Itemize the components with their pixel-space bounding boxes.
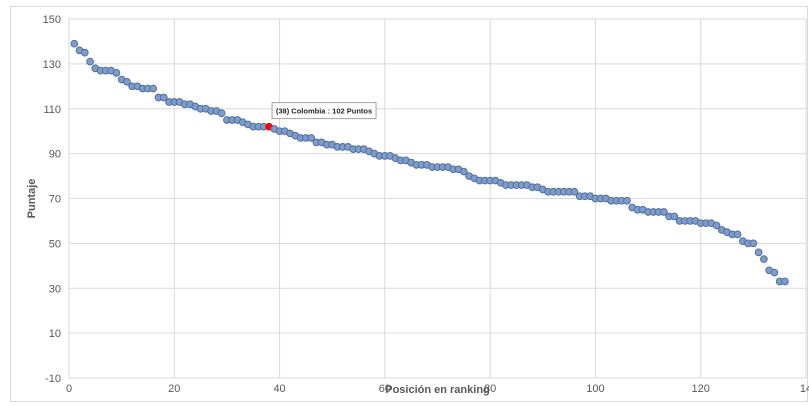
data-point: [80, 48, 89, 57]
data-point: [733, 230, 742, 239]
annotation: (38) Colombia : 102 Puntos: [271, 102, 377, 120]
y-tick-label: -10: [45, 373, 61, 385]
annotation-box: [271, 102, 377, 120]
x-tick-label: 100: [586, 383, 604, 395]
data-point: [749, 239, 758, 248]
y-tick-label: 90: [49, 149, 61, 161]
x-tick-label: 14: [800, 383, 809, 395]
x-tick-label: 80: [484, 383, 496, 395]
y-axis-title: Puntaje: [26, 179, 38, 219]
data-point: [86, 57, 94, 66]
data-points: [70, 39, 789, 286]
x-tick-label: 120: [692, 383, 710, 395]
x-tick-label: 60: [379, 383, 391, 395]
x-tick-label: 0: [66, 383, 72, 395]
y-tick-label: 50: [49, 238, 61, 250]
data-point: [770, 268, 779, 277]
tick-labels: -10 10 30 50 70 90 110 130 150 0 20 40 60 80 100 120 14: [43, 14, 809, 395]
y-tick-label: 10: [49, 328, 61, 340]
data-point: [623, 196, 631, 205]
data-point: [159, 93, 168, 102]
y-tick-label: 70: [49, 194, 61, 206]
y-tick-label: 30: [49, 283, 61, 295]
x-tick-label: 20: [168, 383, 180, 395]
y-tick-label: 150: [43, 14, 61, 26]
annotation-label: (38) Colombia : 102 Puntos: [276, 107, 372, 116]
data-point: [570, 187, 579, 196]
chart-frame: [10, 6, 808, 402]
data-point: [712, 221, 721, 230]
y-tick-label: 110: [43, 104, 61, 116]
data-point: [754, 248, 763, 257]
data-point: [307, 134, 316, 142]
x-axis-title: Posición en ranking: [385, 384, 490, 396]
data-point: [459, 167, 468, 176]
x-tick-label: 40: [273, 383, 285, 395]
data-point: [217, 109, 226, 118]
data-point: [70, 39, 79, 48]
y-tick-label: 130: [43, 59, 61, 71]
data-point: [781, 277, 789, 286]
data-point: [149, 84, 158, 93]
data-point: [760, 255, 768, 263]
data-point: [123, 77, 131, 86]
data-point: [660, 208, 668, 216]
data-point: [112, 68, 121, 77]
gridlines: [68, 18, 807, 379]
data-point: [670, 212, 679, 221]
